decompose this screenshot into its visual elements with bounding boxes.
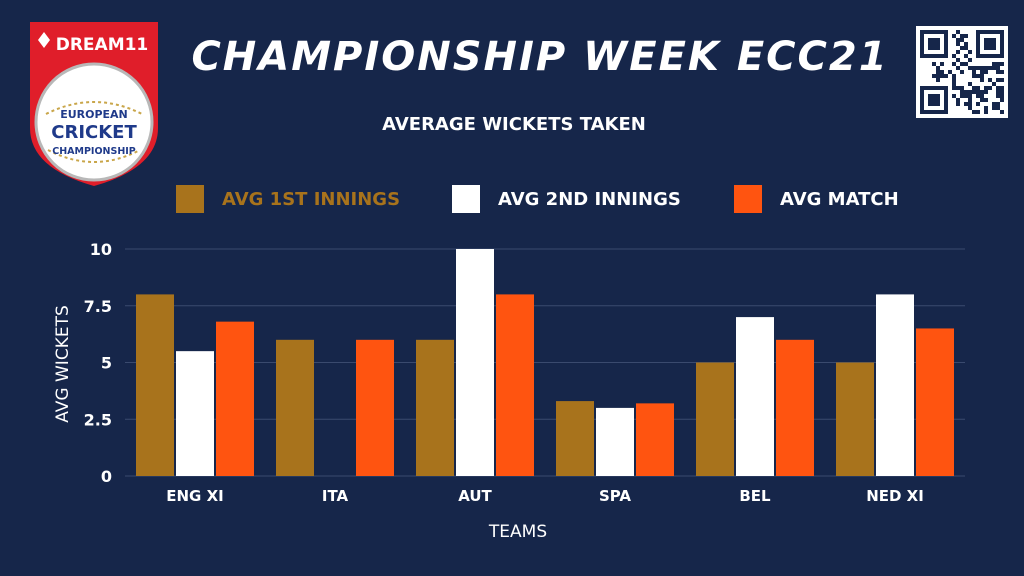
y-tick-label: 10 bbox=[90, 240, 112, 259]
bar-2-eng-xi bbox=[176, 351, 214, 476]
legend-item-match: AVG MATCH bbox=[734, 184, 899, 214]
x-axis-label: TEAMS bbox=[488, 522, 547, 542]
bar-3-ita bbox=[356, 339, 394, 476]
y-tick-label: 7.5 bbox=[84, 297, 112, 316]
bar-3-aut bbox=[496, 294, 534, 476]
bar-2-ned-xi bbox=[876, 294, 914, 476]
legend-swatch-match bbox=[734, 185, 762, 213]
bar-1-aut bbox=[416, 339, 454, 476]
x-tick-label: ITA bbox=[322, 487, 349, 505]
legend-label-2nd-innings: AVG 2ND INNINGS bbox=[498, 188, 681, 210]
legend-swatch-1st-innings bbox=[176, 185, 204, 213]
bar-3-eng-xi bbox=[216, 321, 254, 476]
y-tick-label: 0 bbox=[101, 467, 112, 486]
logo-brand-text: DREAM11 bbox=[56, 35, 149, 55]
bar-3-bel bbox=[776, 339, 814, 476]
bar-1-ned-xi bbox=[836, 362, 874, 476]
y-axis-label: AVG WICKETS bbox=[53, 305, 73, 423]
bar-1-bel bbox=[696, 362, 734, 476]
page-title: CHAMPIONSHIP WEEK ECC21 bbox=[191, 34, 889, 80]
bar-2-aut bbox=[456, 249, 494, 476]
logo-line-3: CHAMPIONSHIP bbox=[52, 146, 136, 157]
legend-item-2nd-innings: AVG 2ND INNINGS bbox=[452, 184, 681, 214]
chart-title: AVERAGE WICKETS TAKEN bbox=[382, 114, 646, 135]
logo-line-2: CRICKET bbox=[51, 122, 137, 143]
x-tick-label: NED XI bbox=[866, 487, 924, 505]
x-tick-label: ENG XI bbox=[166, 487, 223, 505]
legend-item-1st-innings: AVG 1ST INNINGS bbox=[176, 184, 400, 214]
legend-swatch-2nd-innings bbox=[452, 185, 480, 213]
bar-2-spa bbox=[596, 407, 634, 476]
x-tick-label: BEL bbox=[739, 487, 771, 505]
bar-2-bel bbox=[736, 317, 774, 476]
logo-line-1: EUROPEAN bbox=[60, 108, 128, 121]
y-tick-label: 5 bbox=[101, 354, 112, 373]
bar-1-spa bbox=[556, 401, 594, 476]
bar-3-spa bbox=[636, 403, 674, 476]
legend-label-1st-innings: AVG 1ST INNINGS bbox=[222, 188, 401, 210]
bar-1-ita bbox=[276, 339, 314, 476]
dream11-ecc-logo: DREAM11 EUROPEAN CRICKET CHAMPIONSHIP bbox=[30, 22, 158, 186]
y-tick-label: 2.5 bbox=[84, 410, 112, 429]
bar-1-eng-xi bbox=[136, 294, 174, 476]
legend-label-match: AVG MATCH bbox=[780, 188, 899, 210]
x-tick-label: SPA bbox=[599, 487, 631, 505]
x-tick-label: AUT bbox=[458, 487, 492, 505]
bar-3-ned-xi bbox=[916, 328, 954, 476]
qr-code[interactable] bbox=[916, 26, 1008, 118]
